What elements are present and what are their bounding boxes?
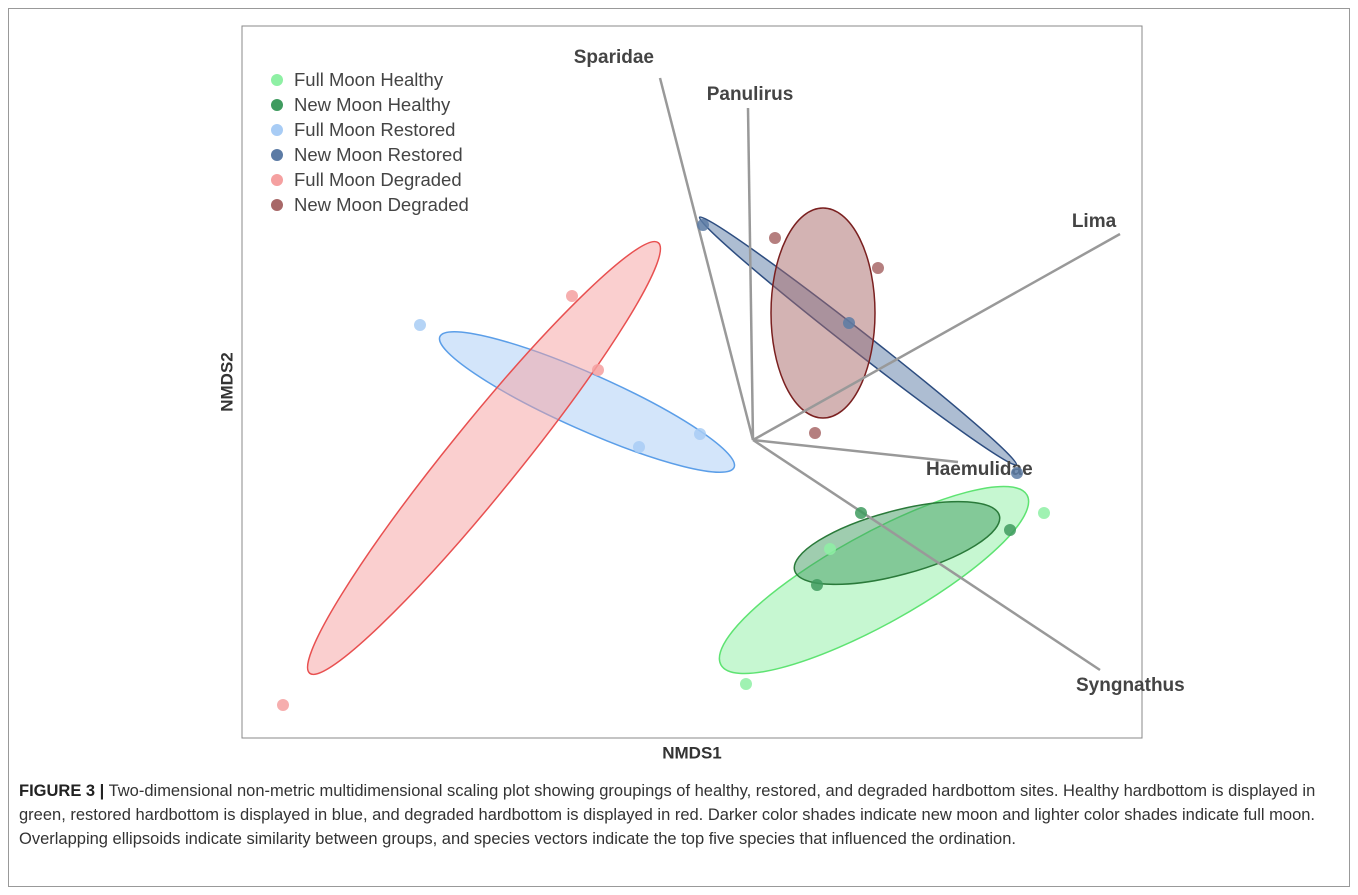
- species-vector: [746, 107, 755, 441]
- legend-label: Full Moon Healthy: [294, 69, 444, 90]
- point: [769, 232, 781, 244]
- point: [694, 428, 706, 440]
- ellipse: [770, 207, 876, 419]
- legend-marker: [271, 174, 283, 186]
- caption: FIGURE 3 | Two-dimensional non-metric mu…: [19, 779, 1341, 851]
- point: [1004, 524, 1016, 536]
- caption-label: FIGURE 3 |: [19, 782, 105, 800]
- point: [824, 543, 836, 555]
- ellipse: [438, 330, 736, 474]
- species-vector: [752, 438, 959, 464]
- species-vector: [752, 438, 1101, 672]
- ellipse: [306, 240, 662, 676]
- legend-label: Full Moon Restored: [294, 119, 455, 140]
- y-axis-label: NMDS2: [217, 352, 236, 412]
- point: [809, 427, 821, 439]
- legend-label: Full Moon Degraded: [294, 169, 462, 190]
- point: [697, 219, 709, 231]
- point: [414, 319, 426, 331]
- point: [592, 364, 604, 376]
- legend-marker: [271, 124, 283, 136]
- legend-marker: [271, 199, 283, 211]
- legend-label: New Moon Degraded: [294, 194, 469, 215]
- point: [740, 678, 752, 690]
- point: [872, 262, 884, 274]
- vector-label: Syngnathus: [1076, 675, 1185, 696]
- vector-label: Haemulidae: [926, 459, 1033, 480]
- point: [1011, 467, 1023, 479]
- legend-marker: [271, 74, 283, 86]
- caption-text: Two-dimensional non-metric multidimensio…: [19, 782, 1316, 848]
- chart: NMDS1 NMDS2 Sparidae Panulirus Lima Haemuli…: [217, 25, 1185, 762]
- legend-marker: [271, 149, 283, 161]
- point: [277, 699, 289, 711]
- point: [1038, 507, 1050, 519]
- vector-label: Lima: [1072, 211, 1117, 232]
- point: [843, 317, 855, 329]
- point: [855, 507, 867, 519]
- point: [633, 441, 645, 453]
- figure: NMDS1 NMDS2 Sparidae Panulirus Lima Haemuli…: [8, 8, 1350, 887]
- legend-marker: [271, 99, 283, 111]
- species-vector: [752, 232, 1121, 442]
- legend-label: New Moon Healthy: [294, 94, 451, 115]
- species-vector: [658, 77, 755, 441]
- legend-label: New Moon Restored: [294, 144, 463, 165]
- vector-label: Panulirus: [707, 84, 794, 105]
- plot-frame: [241, 25, 1143, 739]
- point: [566, 290, 578, 302]
- point: [811, 579, 823, 591]
- vector-label: Sparidae: [574, 47, 654, 68]
- ellipse: [793, 500, 1001, 586]
- x-axis-label: NMDS1: [662, 743, 722, 762]
